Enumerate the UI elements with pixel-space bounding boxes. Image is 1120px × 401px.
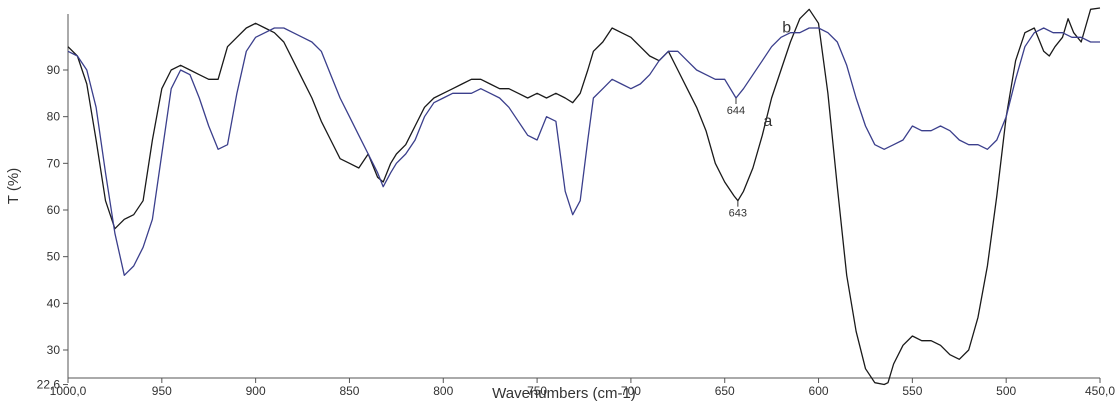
y-tick-label: 60 bbox=[47, 203, 61, 217]
x-tick-label: 650 bbox=[715, 384, 735, 398]
axes: 1000,0 950 900 850 800 750 700 650 600 550 500 450,… bbox=[37, 14, 1115, 398]
y-tick-label: 70 bbox=[47, 156, 61, 170]
x-tick-label: 750 bbox=[527, 384, 547, 398]
curve-label-b: b bbox=[782, 20, 791, 37]
y-tick-label: 90 bbox=[47, 63, 61, 77]
y-axis-title: T (%) bbox=[5, 168, 22, 204]
annotation-layer: 644 643 a b bbox=[727, 20, 791, 220]
x-tick-label: 800 bbox=[433, 384, 453, 398]
series-line-b bbox=[67, 27, 1100, 276]
x-tick-label: 600 bbox=[809, 384, 829, 398]
x-tick-label: 550 bbox=[902, 384, 922, 398]
x-tick-label: 950 bbox=[152, 384, 172, 398]
y-tick-label: 80 bbox=[47, 110, 61, 124]
peak-annotation: 644 bbox=[727, 105, 745, 117]
series-line-a bbox=[67, 7, 1101, 386]
series-layer bbox=[67, 7, 1101, 386]
y-tick-label: 22,6 bbox=[37, 378, 61, 392]
x-tick-label: 900 bbox=[246, 384, 266, 398]
y-tick-label: 50 bbox=[47, 250, 61, 264]
x-axis-title: Wavenumbers (cm-1) bbox=[492, 385, 636, 401]
x-tick-label: 450,0 bbox=[1085, 384, 1115, 398]
peak-annotation: 643 bbox=[729, 208, 747, 220]
x-tick-label: 850 bbox=[339, 384, 359, 398]
curve-label-a: a bbox=[763, 113, 772, 130]
y-tick-label: 30 bbox=[47, 343, 61, 357]
x-tick-label: 1000,0 bbox=[50, 384, 87, 398]
x-tick-label: 700 bbox=[621, 384, 641, 398]
x-tick-label: 500 bbox=[996, 384, 1016, 398]
y-tick-label: 40 bbox=[47, 296, 61, 310]
